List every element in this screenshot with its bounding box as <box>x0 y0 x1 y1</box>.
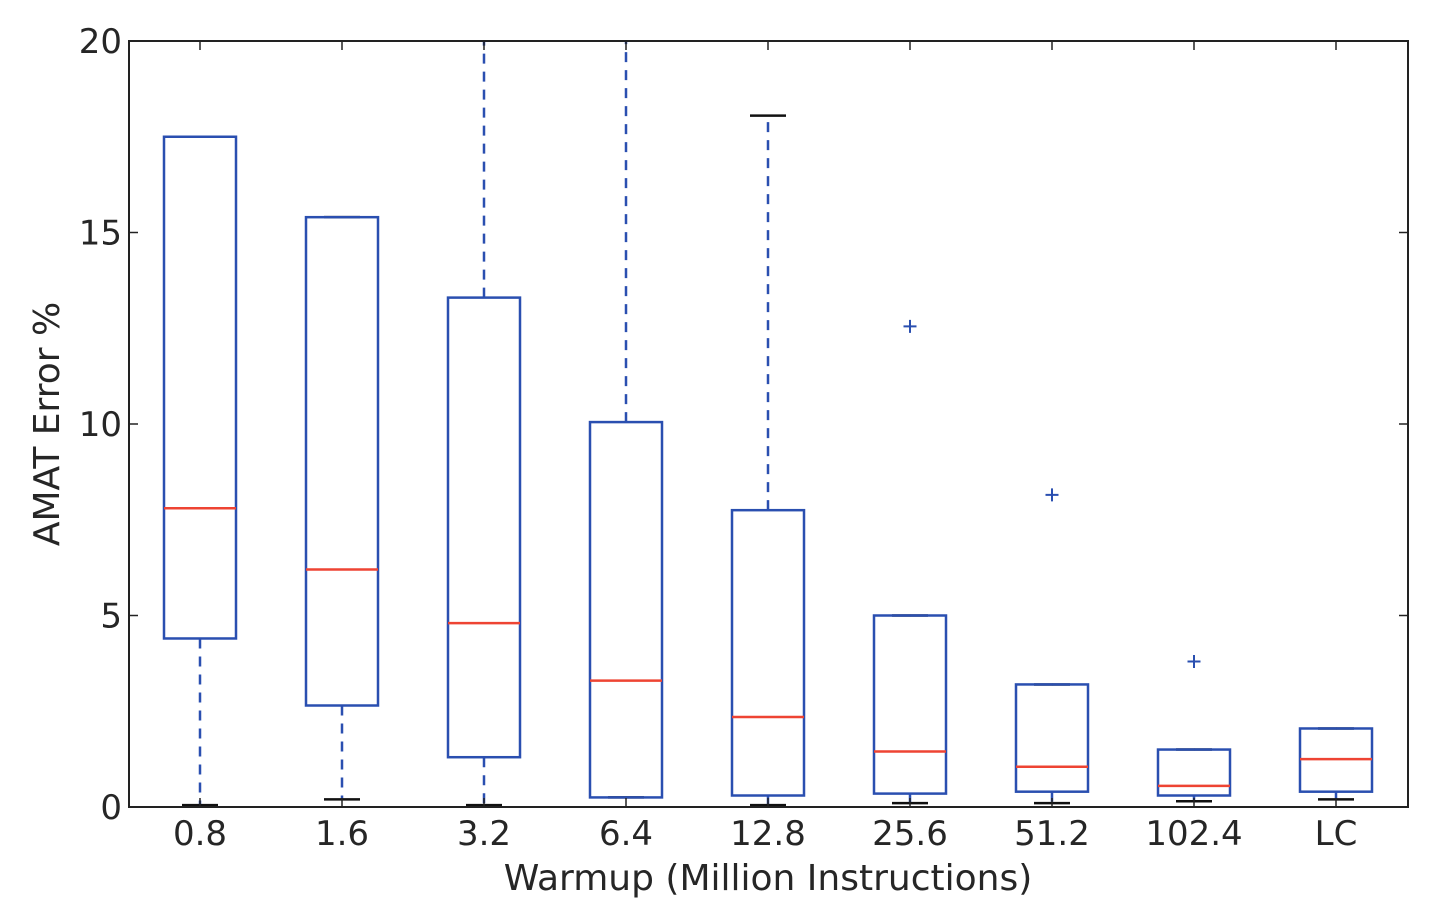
x-tick-label: 25.6 <box>872 814 948 854</box>
box <box>1014 683 1090 793</box>
x-tick-label: 1.6 <box>315 814 369 854</box>
x-axis-label: Warmup (Million Instructions) <box>504 858 1033 899</box>
box-group <box>304 215 380 801</box>
y-tick-label: 5 <box>100 597 122 637</box>
box-group <box>1014 488 1090 805</box>
outlier-marker <box>1187 654 1201 668</box>
y-tick-label: 10 <box>79 405 122 445</box>
y-tick-label: 0 <box>100 788 122 828</box>
x-tick-label: 51.2 <box>1014 814 1090 854</box>
x-tick-label: 102.4 <box>1145 814 1242 854</box>
y-axis-label: AMAT Error % <box>27 302 68 546</box>
y-tick-label: 15 <box>79 214 122 254</box>
box <box>446 296 522 759</box>
y-tick-label: 20 <box>79 22 122 62</box>
outlier-marker <box>1045 488 1059 502</box>
plot-frame <box>128 40 1409 808</box>
x-tick-label: LC <box>1315 814 1358 854</box>
axis-ticks: 0.8 1.6 3.2 6.4 12.8 25.6 51.2 102.4 LC 0 5 10 15 20 <box>79 22 1408 854</box>
box-group <box>872 319 948 805</box>
box-group <box>446 41 522 807</box>
box <box>304 215 380 707</box>
box <box>730 508 806 797</box>
box-group <box>162 135 238 807</box>
box <box>1156 748 1232 797</box>
outlier-marker <box>903 319 917 333</box>
box <box>588 420 664 799</box>
x-tick-label: 12.8 <box>730 814 806 854</box>
box <box>162 135 238 640</box>
box-group <box>730 114 806 807</box>
x-tick-label: 3.2 <box>457 814 511 854</box>
x-tick-label: 6.4 <box>599 814 653 854</box>
box-group <box>1156 654 1232 803</box>
x-tick-label: 0.8 <box>173 814 227 854</box>
box-group <box>588 41 664 799</box>
box <box>872 614 948 795</box>
box-group <box>1298 727 1374 801</box>
plot-marks <box>162 41 1374 807</box>
